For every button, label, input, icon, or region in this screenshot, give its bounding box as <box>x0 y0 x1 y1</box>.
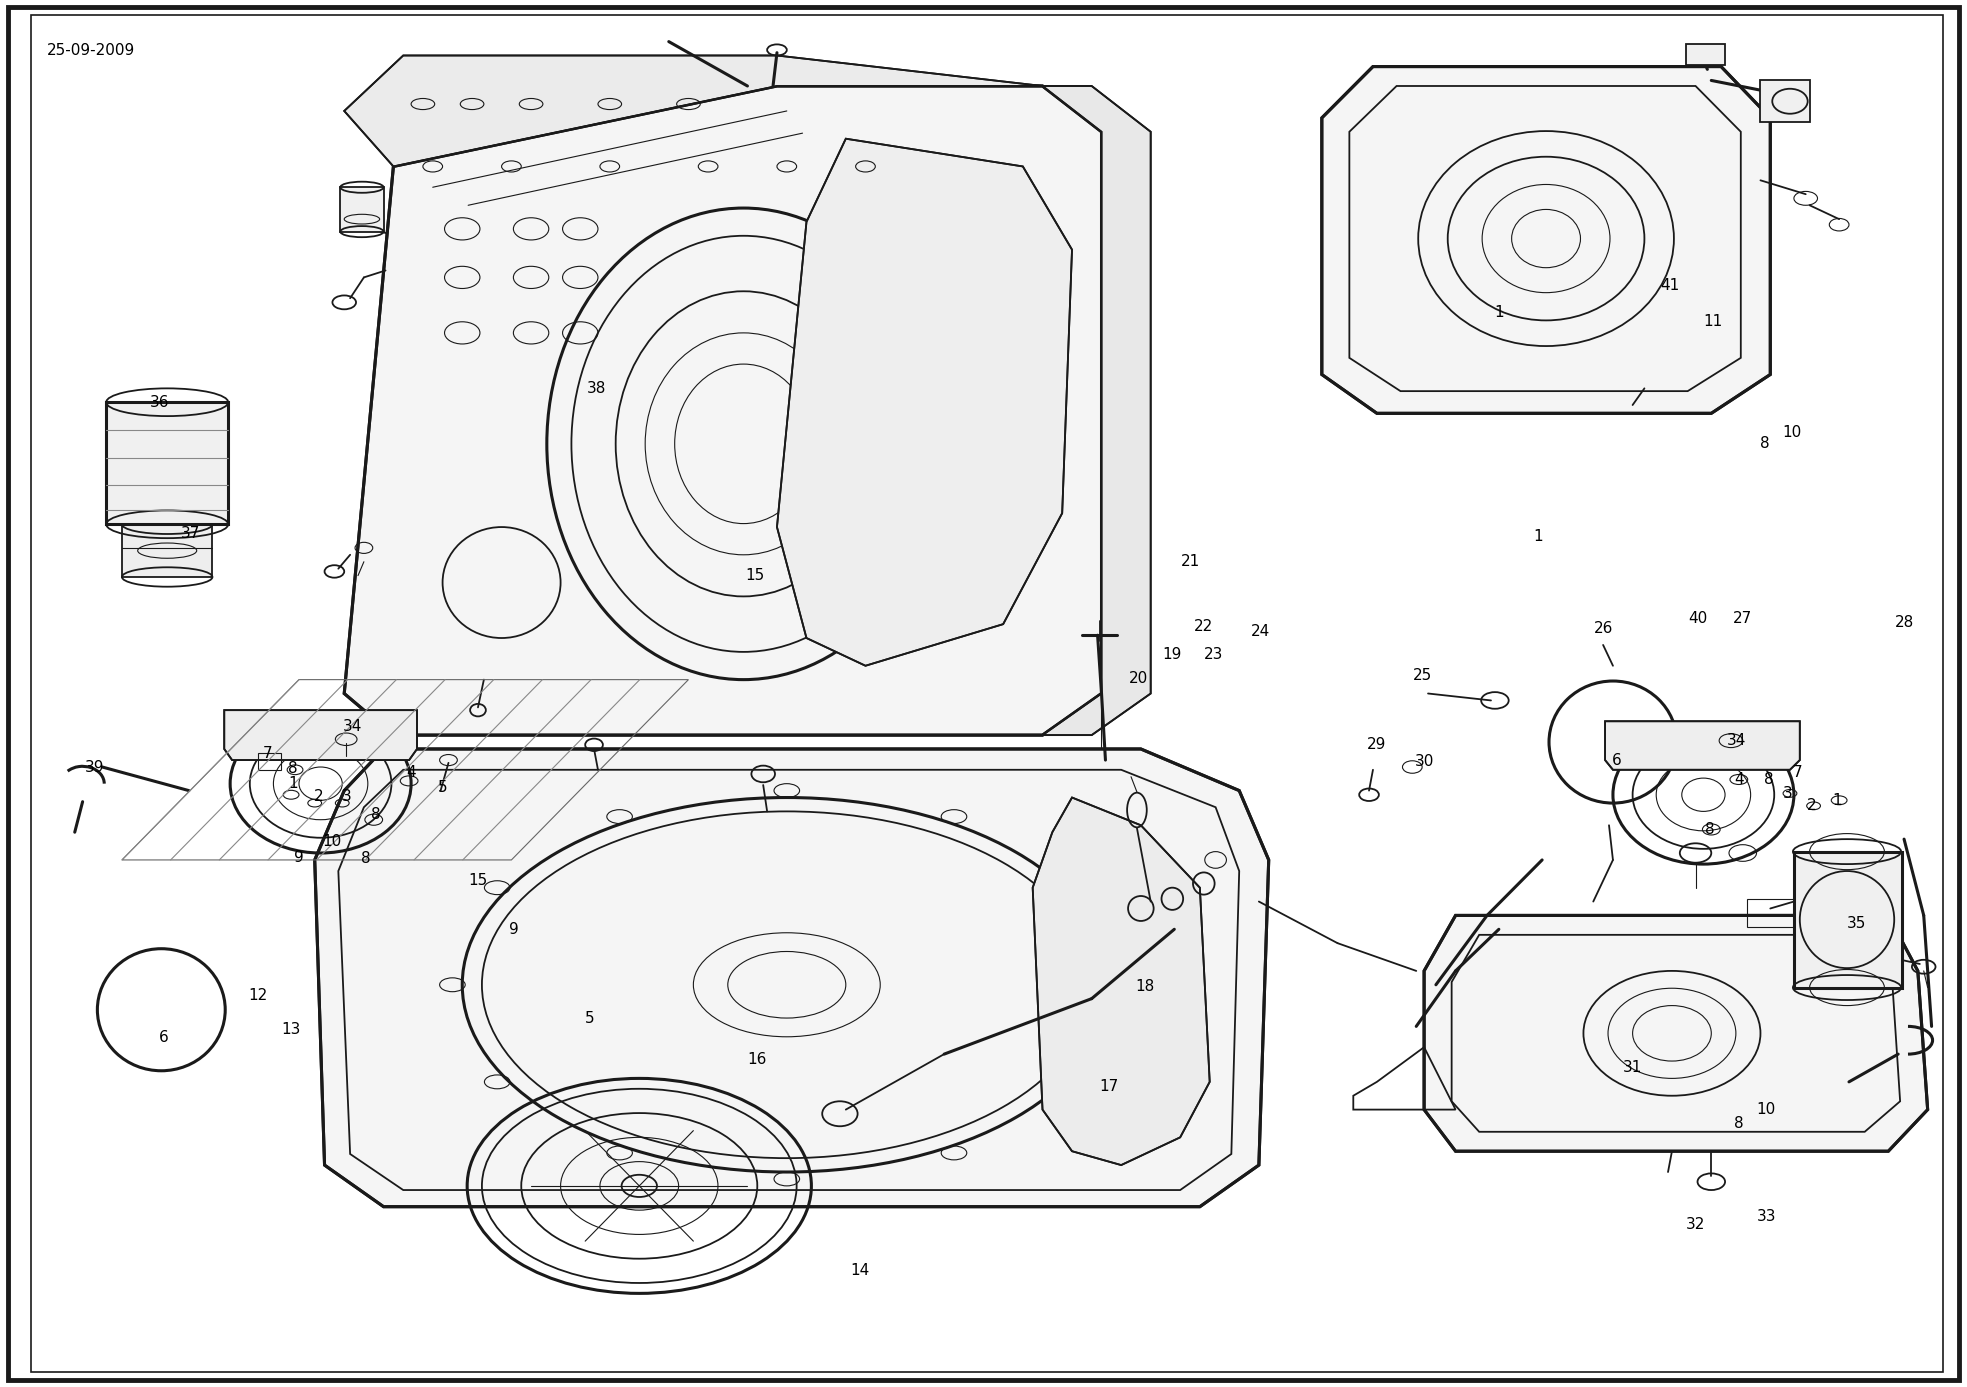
Text: 29: 29 <box>1367 738 1387 752</box>
Text: 3: 3 <box>342 789 350 803</box>
Text: 34: 34 <box>1727 734 1747 748</box>
Text: 12: 12 <box>248 989 268 1003</box>
Text: 22: 22 <box>1194 620 1214 634</box>
Text: 39: 39 <box>85 760 104 774</box>
Text: 8: 8 <box>1760 437 1768 451</box>
Text: 20: 20 <box>1129 671 1149 685</box>
Text: 9: 9 <box>509 922 517 936</box>
Text: 28: 28 <box>1894 616 1914 630</box>
Text: 25: 25 <box>1412 669 1432 682</box>
Text: 8: 8 <box>1705 822 1713 836</box>
Text: 5: 5 <box>586 1011 594 1025</box>
Text: 18: 18 <box>1135 979 1155 993</box>
Text: 26: 26 <box>1593 621 1613 635</box>
Polygon shape <box>224 710 417 760</box>
Polygon shape <box>1424 915 1928 1151</box>
Text: 3: 3 <box>1784 786 1792 800</box>
Bar <box>106 402 228 524</box>
Bar <box>1686 44 1725 65</box>
Text: 2: 2 <box>315 789 323 803</box>
Text: 9: 9 <box>295 850 303 864</box>
Text: 15: 15 <box>745 569 765 583</box>
Text: 10: 10 <box>1757 1103 1776 1117</box>
Text: 6: 6 <box>1613 753 1621 767</box>
Text: 7: 7 <box>1794 766 1802 779</box>
Text: 8: 8 <box>372 807 380 821</box>
Text: 37: 37 <box>181 527 201 541</box>
Polygon shape <box>344 55 1043 166</box>
Polygon shape <box>777 139 1072 666</box>
Text: 14: 14 <box>850 1264 869 1277</box>
Text: 32: 32 <box>1686 1218 1705 1232</box>
Text: 7: 7 <box>264 746 271 760</box>
Bar <box>1747 899 1794 927</box>
Text: 38: 38 <box>586 381 606 395</box>
Text: 5: 5 <box>439 781 447 795</box>
Text: 4: 4 <box>1735 773 1743 786</box>
Polygon shape <box>344 86 1102 735</box>
Text: 1: 1 <box>289 777 297 791</box>
Text: 8: 8 <box>1764 773 1772 786</box>
Polygon shape <box>1033 798 1210 1165</box>
Polygon shape <box>1605 721 1800 770</box>
Text: 19: 19 <box>1162 648 1182 662</box>
Text: 10: 10 <box>323 835 342 849</box>
Text: 33: 33 <box>1757 1209 1776 1223</box>
Text: 8: 8 <box>289 761 297 775</box>
Text: 2: 2 <box>1808 799 1816 813</box>
Text: 10: 10 <box>1782 426 1802 440</box>
Text: 15: 15 <box>468 874 488 888</box>
Bar <box>1794 852 1902 988</box>
Text: 24: 24 <box>1251 624 1271 638</box>
Text: 8: 8 <box>1735 1117 1743 1130</box>
Text: 35: 35 <box>1847 917 1867 931</box>
Bar <box>340 187 384 232</box>
Text: 31: 31 <box>1623 1061 1642 1075</box>
Bar <box>1760 80 1810 122</box>
Polygon shape <box>315 749 1269 1207</box>
Text: 1: 1 <box>1495 305 1503 319</box>
Text: 1: 1 <box>1534 530 1542 544</box>
Text: 30: 30 <box>1414 755 1434 768</box>
Text: 6: 6 <box>159 1031 167 1044</box>
Text: 11: 11 <box>1703 315 1723 329</box>
Text: 40: 40 <box>1688 612 1707 626</box>
Text: 17: 17 <box>1100 1079 1119 1093</box>
Text: 25-09-2009: 25-09-2009 <box>47 43 136 58</box>
Polygon shape <box>1043 86 1151 735</box>
Bar <box>122 524 212 577</box>
Text: 1: 1 <box>1833 793 1841 807</box>
Text: 23: 23 <box>1204 648 1223 662</box>
Bar <box>258 753 281 770</box>
Text: 34: 34 <box>342 720 362 734</box>
Text: 13: 13 <box>281 1022 301 1036</box>
Text: 27: 27 <box>1733 612 1753 626</box>
Text: 8: 8 <box>362 852 370 865</box>
Text: 41: 41 <box>1660 279 1680 293</box>
Text: 4: 4 <box>407 766 415 779</box>
Polygon shape <box>1322 67 1770 413</box>
Text: 36: 36 <box>149 395 169 409</box>
Text: 16: 16 <box>747 1053 767 1067</box>
Text: 21: 21 <box>1180 555 1200 569</box>
